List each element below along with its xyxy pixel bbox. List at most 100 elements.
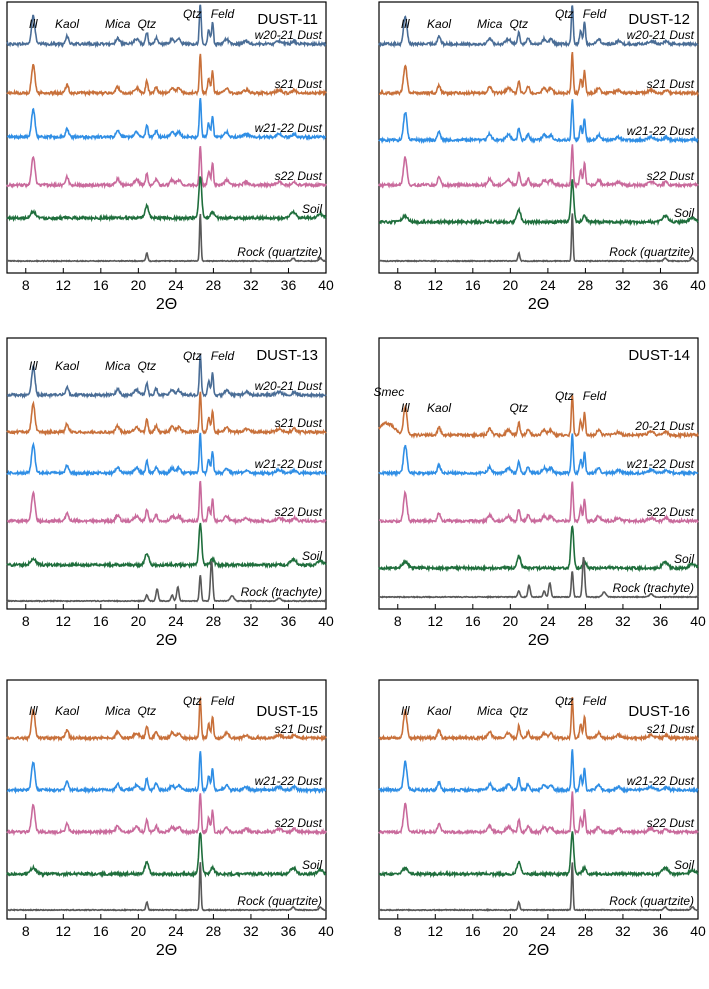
x-tick-label: 16 — [93, 277, 109, 293]
x-tick-label: 36 — [281, 613, 297, 629]
x-tick-label: 12 — [56, 277, 72, 293]
peak-label: Qtz — [555, 7, 574, 21]
series-trace — [6, 4, 327, 49]
series-label: Rock (quartzite) — [609, 894, 694, 908]
series-trace — [6, 793, 327, 837]
peak-label: Ill — [401, 401, 410, 415]
x-tick-label: 24 — [540, 277, 556, 293]
x-tick-label: 8 — [394, 613, 402, 629]
x-axis-title: 2Θ — [528, 942, 549, 959]
peak-label: Ill — [29, 359, 38, 373]
xrd-panel-6: 8 12 16 20 24 28 32 36 40 2Θ DUST-16 s21 Dust w21-22… — [378, 679, 706, 959]
x-tick-label: 40 — [318, 923, 334, 939]
x-tick-label: 20 — [131, 277, 147, 293]
peak-label: Qtz — [137, 359, 156, 373]
peak-label: Kaol — [427, 17, 451, 31]
x-tick-label: 12 — [428, 923, 444, 939]
peak-label: Qtz — [137, 704, 156, 718]
x-tick-label: 28 — [578, 277, 594, 293]
series-trace — [378, 525, 699, 573]
peak-label: Mica — [105, 17, 131, 31]
peak-label: Mica — [105, 704, 131, 718]
series-label: w21-22 Dust — [255, 774, 323, 788]
panel-frame — [378, 679, 699, 920]
peak-label: Qtz — [183, 349, 202, 363]
series-label: w20-21 Dust — [255, 379, 323, 393]
x-tick-label: 20 — [503, 277, 519, 293]
x-tick-label: 32 — [243, 923, 259, 939]
x-tick-label: 8 — [394, 923, 402, 939]
series-trace — [378, 749, 699, 795]
series-label: w20-21 Dust — [627, 28, 695, 42]
series-trace — [6, 522, 327, 570]
x-tick-label: 20 — [503, 613, 519, 629]
x-tick-label: 20 — [503, 923, 519, 939]
x-tick-label: 8 — [22, 277, 30, 293]
series-label: w21-22 Dust — [627, 124, 695, 138]
series-label: Rock (quartzite) — [237, 245, 322, 259]
panel-title: DUST-16 — [628, 703, 690, 720]
series-trace — [378, 433, 699, 478]
x-tick-label: 32 — [615, 277, 631, 293]
series-trace — [378, 395, 699, 440]
x-tick-label: 16 — [93, 923, 109, 939]
series-label: s21 Dust — [275, 77, 323, 91]
peak-label: Mica — [477, 17, 503, 31]
peak-label: Qtz — [183, 7, 202, 21]
x-tick-label: 36 — [653, 277, 669, 293]
series-label: Soil — [674, 552, 694, 566]
x-tick-label: 40 — [318, 277, 334, 293]
series-trace — [378, 831, 699, 879]
x-tick-label: 24 — [168, 613, 184, 629]
peak-label: Kaol — [427, 401, 451, 415]
panel-title: DUST-15 — [256, 703, 318, 720]
series-trace — [7, 862, 327, 912]
peak-label: Qtz — [555, 694, 574, 708]
series-trace — [7, 213, 327, 263]
peak-label: Ill — [29, 704, 38, 718]
peak-label: Qtz — [183, 694, 202, 708]
peak-label: Kaol — [55, 359, 79, 373]
peak-label: Qtz — [509, 704, 528, 718]
series-trace — [6, 751, 327, 795]
peak-label: Ill — [401, 17, 410, 31]
series-trace — [6, 53, 327, 98]
series-label: Rock (trachyte) — [613, 581, 694, 595]
x-tick-label: 24 — [168, 923, 184, 939]
x-tick-label: 40 — [690, 923, 706, 939]
series-label: Soil — [302, 858, 322, 872]
xrd-panel-3: 8 12 16 20 24 28 32 36 40 2Θ DUST-13 w20-21 Dust s21… — [6, 337, 334, 649]
series-label: Soil — [302, 549, 322, 563]
series-label: s22 Dust — [275, 505, 323, 519]
series-label: w21-22 Dust — [627, 457, 695, 471]
x-tick-label: 16 — [465, 923, 481, 939]
series-label: s21 Dust — [647, 722, 695, 736]
peak-label: Qtz — [509, 17, 528, 31]
x-tick-label: 40 — [690, 613, 706, 629]
peak-label: Feld — [211, 694, 235, 708]
peak-label: Qtz — [555, 389, 574, 403]
peak-label: Feld — [583, 694, 607, 708]
series-trace — [7, 354, 327, 400]
x-axis-title: 2Θ — [156, 632, 177, 649]
x-tick-label: 32 — [243, 277, 259, 293]
peak-label: Feld — [211, 349, 235, 363]
series-label: s22 Dust — [647, 169, 695, 183]
peak-label: Feld — [583, 7, 607, 21]
series-trace — [6, 832, 326, 879]
series-trace — [6, 97, 327, 142]
x-tick-label: 12 — [428, 277, 444, 293]
x-tick-label: 32 — [615, 613, 631, 629]
series-trace — [378, 556, 699, 599]
peak-label: Mica — [105, 359, 131, 373]
x-axis-title: 2Θ — [528, 296, 549, 313]
series-label: Soil — [674, 206, 694, 220]
series-label: s22 Dust — [275, 816, 323, 830]
panel-frame — [6, 1, 327, 274]
peak-label: Feld — [583, 389, 607, 403]
series-trace — [6, 176, 327, 223]
series-trace — [6, 432, 327, 478]
peak-label: Kaol — [427, 704, 451, 718]
